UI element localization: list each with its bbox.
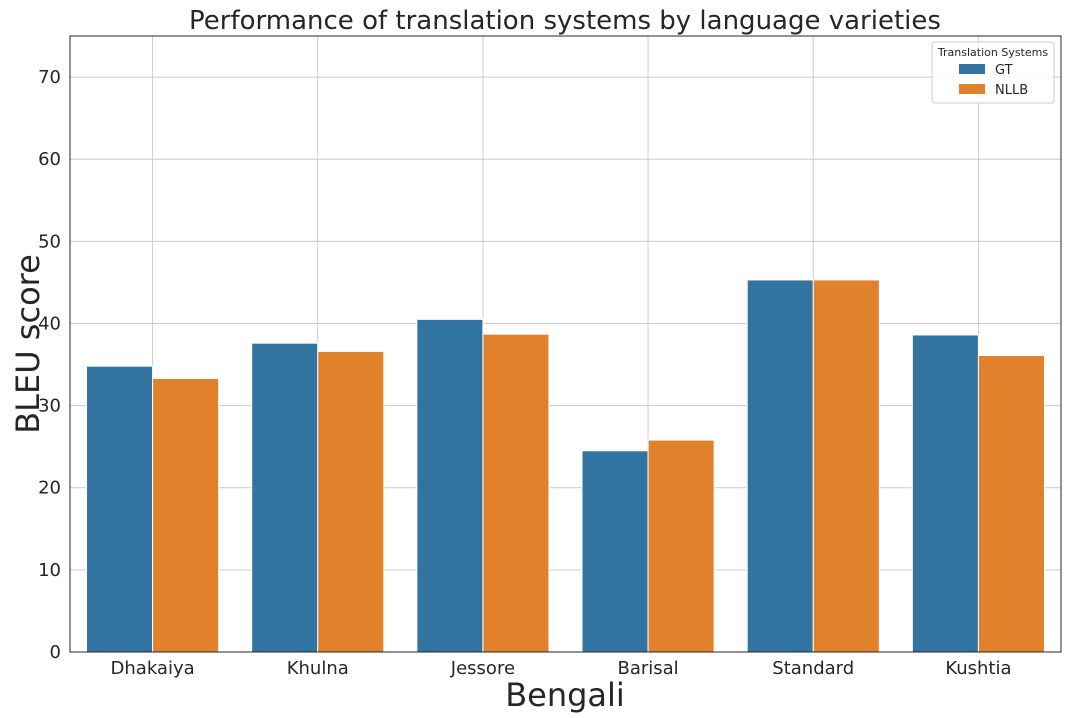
bar-nllb-dhakaiya [152,377,220,653]
x-tick-label: Kushtia [945,658,1011,679]
y-tick-label: 10 [38,560,61,581]
bar-nllb-standard [812,279,880,653]
legend: Translation Systems GT NLLB [931,41,1055,104]
y-tick-labels: 0 10 20 30 40 50 60 70 [38,67,61,663]
plot-frame [69,35,1062,653]
y-tick-label: 0 [50,642,61,663]
x-tick-label: Standard [772,658,854,679]
bar-nllb-khulna [317,350,385,653]
bar-nllb-barisal [647,439,715,653]
legend-swatch-nllb [959,84,985,94]
y-tick-label: 60 [38,149,61,170]
bar-gt-standard [746,279,814,653]
legend-label-gt: GT [995,63,1013,78]
legend-swatch-gt [959,64,985,74]
chart-title: Performance of translation systems by la… [189,6,941,36]
x-axis-label: Bengali [505,676,625,714]
bar-gt-barisal [581,450,649,653]
y-tick-label: 30 [38,396,61,417]
x-tick-label: Dhakaiya [111,658,195,679]
bar-nllb-jessore [482,333,550,653]
y-tick-label: 20 [38,478,61,499]
x-tick-label: Barisal [617,658,678,679]
x-tick-label: Khulna [287,658,349,679]
y-tick-label: 70 [38,67,61,88]
bar-nllb-kushtia [977,354,1045,653]
legend-title: Translation Systems [937,46,1048,59]
bar-gt-jessore [416,318,484,653]
bars [86,279,1045,653]
legend-items: GT NLLB [959,63,1028,98]
bar-gt-kushtia [911,334,979,653]
bar-gt-dhakaiya [86,365,154,653]
x-tick-label: Jessore [450,658,515,679]
x-tick-labels: Dhakaiya Khulna Jessore Barisal Standard Kush… [111,658,1012,679]
y-tick-label: 40 [38,313,61,334]
y-tick-label: 50 [38,231,61,252]
bar-gt-khulna [251,342,319,653]
y-axis-label: BLEU score [9,254,47,434]
legend-label-nllb: NLLB [995,83,1028,98]
